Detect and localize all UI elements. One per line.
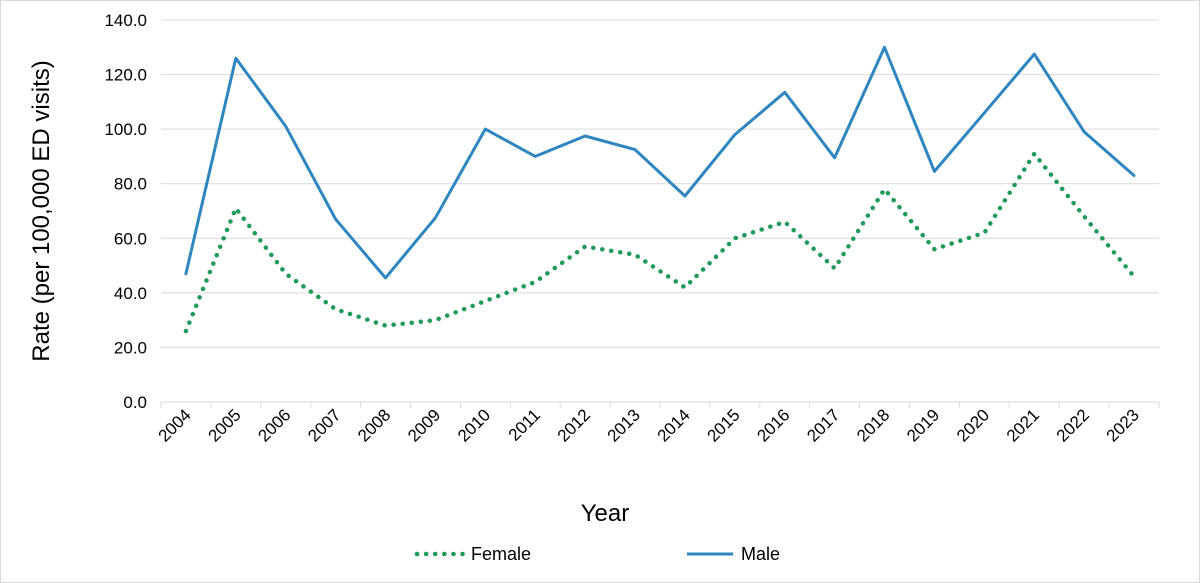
x-tick-label: 2010 <box>454 405 494 445</box>
x-tick-label: 2018 <box>853 405 893 445</box>
x-tick-label: 2006 <box>254 405 294 445</box>
x-tick-label: 2014 <box>654 405 694 445</box>
x-tick-label: 2005 <box>204 405 244 445</box>
x-tick-label: 2007 <box>304 405 344 445</box>
y-tick-label: 140.0 <box>104 11 147 30</box>
legend-label-female: Female <box>471 544 531 564</box>
x-tick-label: 2021 <box>1003 405 1043 445</box>
x-axis-title: Year <box>581 500 630 527</box>
x-tick-label: 2020 <box>953 405 993 445</box>
y-tick-label: 120.0 <box>104 66 147 85</box>
series-line-female <box>183 151 1137 334</box>
y-axis-title: Rate (per 100,000 ED visits) <box>28 60 55 361</box>
x-tick-label: 2017 <box>803 405 843 445</box>
gridlines <box>161 19 1159 348</box>
y-tick-label: 60.0 <box>114 229 147 248</box>
x-tick-label: 2016 <box>753 405 793 445</box>
x-tick-label: 2004 <box>155 405 195 445</box>
x-tick-label: 2013 <box>604 405 644 445</box>
axes <box>160 401 1160 408</box>
y-tick-label: 40.0 <box>114 284 147 303</box>
x-tick-label: 2015 <box>703 405 743 445</box>
y-tick-label: 20.0 <box>114 338 147 357</box>
legend-label-male: Male <box>741 544 780 564</box>
x-tick-label: 2011 <box>505 405 544 444</box>
series-lines <box>183 45 1137 334</box>
y-tick-label: 0.0 <box>123 393 147 412</box>
x-tick-label: 2012 <box>554 405 594 445</box>
y-tick-label: 80.0 <box>114 175 147 194</box>
x-tick-label: 2019 <box>903 405 943 445</box>
legend: Female Male <box>414 544 780 564</box>
x-tick-label: 2023 <box>1103 405 1143 445</box>
x-tick-label: 2008 <box>354 405 394 445</box>
series-line-male <box>184 45 1136 280</box>
x-tick-label: 2009 <box>404 405 444 445</box>
y-tick-label: 100.0 <box>104 120 147 139</box>
x-tick-label: 2022 <box>1053 405 1093 445</box>
